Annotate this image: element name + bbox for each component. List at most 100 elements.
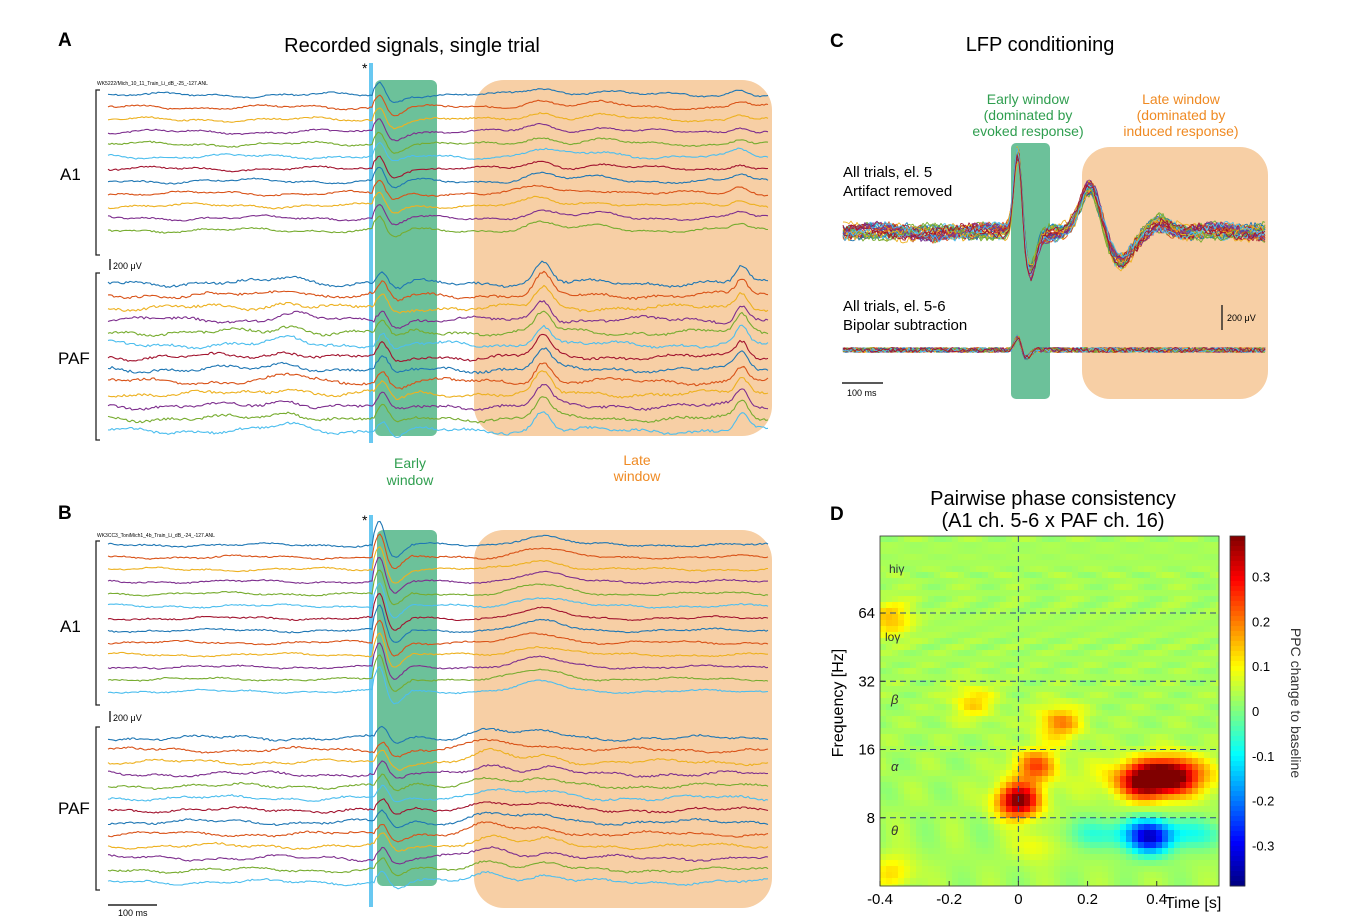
- heatmap-cell: [910, 812, 917, 819]
- heatmap-cell: [970, 758, 977, 765]
- heatmap-cell: [1114, 824, 1121, 831]
- heatmap-cell: [904, 782, 911, 789]
- heatmap-cell: [892, 560, 899, 567]
- heatmap-cell: [1162, 794, 1169, 801]
- heatmap-cell: [1090, 818, 1097, 825]
- heatmap-cell: [964, 740, 971, 747]
- heatmap-cell: [1186, 626, 1193, 633]
- heatmap-cell: [916, 572, 923, 579]
- panel-d-letter: D: [830, 504, 844, 525]
- x-tick-label: 0.2: [1077, 891, 1098, 908]
- heatmap-cell: [1066, 608, 1073, 615]
- heatmap-cell: [1096, 596, 1103, 603]
- heatmap-cell: [916, 842, 923, 849]
- heatmap-cell: [988, 662, 995, 669]
- heatmap-cell: [1054, 548, 1061, 555]
- heatmap-cell: [1036, 626, 1043, 633]
- heatmap-cell: [1150, 608, 1157, 615]
- heatmap-cell: [952, 728, 959, 735]
- heatmap-cell: [1162, 716, 1169, 723]
- signal-trace: [107, 204, 769, 226]
- heatmap-cell: [1060, 824, 1067, 831]
- heatmap-cell: [1108, 608, 1115, 615]
- heatmap-cell: [1132, 548, 1139, 555]
- heatmap-cell: [922, 716, 929, 723]
- heatmap-cell: [1102, 860, 1109, 867]
- heatmap-cell: [1120, 752, 1127, 759]
- heatmap-cell: [886, 812, 893, 819]
- heatmap-cell: [1096, 764, 1103, 771]
- heatmap-cell: [982, 698, 989, 705]
- heatmap-cell: [1102, 656, 1109, 663]
- heatmap-cell: [994, 770, 1001, 777]
- heatmap-cell: [1174, 788, 1181, 795]
- heatmap-cell: [1180, 686, 1187, 693]
- heatmap-cell: [916, 680, 923, 687]
- heatmap-cell: [1138, 836, 1145, 843]
- heatmap-cell: [958, 878, 965, 885]
- colorbar: 0.30.20.10-0.1-0.2-0.3: [1229, 535, 1274, 887]
- heatmap-cell: [952, 782, 959, 789]
- heatmap-cell: [1180, 650, 1187, 657]
- heatmap-cell: [1096, 710, 1103, 717]
- heatmap-cell: [994, 794, 1001, 801]
- heatmap-cell: [1036, 542, 1043, 549]
- heatmap-cell: [1162, 854, 1169, 861]
- heatmap-cell: [1192, 764, 1199, 771]
- heatmap-cell: [1078, 854, 1085, 861]
- heatmap-cell: [1150, 818, 1157, 825]
- heatmap-cell: [1138, 554, 1145, 561]
- heatmap-cell: [1102, 716, 1109, 723]
- heatmap-cell: [898, 680, 905, 687]
- heatmap-cell: [1168, 812, 1175, 819]
- heatmap-cell: [1162, 596, 1169, 603]
- heatmap-cell: [946, 548, 953, 555]
- heatmap-cell: [1108, 638, 1115, 645]
- heatmap-cell: [928, 770, 935, 777]
- heatmap-cell: [976, 812, 983, 819]
- heatmap-cell: [1054, 734, 1061, 741]
- heatmap-cell: [1018, 710, 1025, 717]
- heatmap-cell: [958, 800, 965, 807]
- signal-trace: [107, 520, 769, 558]
- heatmap-cell: [946, 614, 953, 621]
- heatmap-cell: [1108, 572, 1115, 579]
- heatmap-cell: [916, 668, 923, 675]
- heatmap-cell: [1126, 662, 1133, 669]
- heatmap-cell: [910, 656, 917, 663]
- heatmap-cell: [946, 734, 953, 741]
- heatmap-cell: [982, 740, 989, 747]
- heatmap-cell: [1072, 752, 1079, 759]
- heatmap-cell: [1030, 614, 1037, 621]
- heatmap-cell: [1126, 704, 1133, 711]
- panel-c-voltage-scale-label: 200 μV: [1227, 313, 1256, 323]
- heatmap-cell: [1048, 602, 1055, 609]
- heatmap-cell: [1000, 836, 1007, 843]
- heatmap-cell: [1078, 548, 1085, 555]
- heatmap-cell: [1054, 698, 1061, 705]
- heatmap-cell: [970, 872, 977, 879]
- heatmap-cell: [1018, 578, 1025, 585]
- heatmap-cell: [1108, 758, 1115, 765]
- panel-b-filename: WK3CC3_ToniMich1_4b_Train_Li_dB_-24_-127…: [97, 533, 215, 539]
- heatmap-cell: [1126, 746, 1133, 753]
- heatmap-cell: [982, 728, 989, 735]
- heatmap-cell: [1048, 686, 1055, 693]
- heatmap-cell: [1210, 596, 1217, 603]
- heatmap-cell: [1042, 656, 1049, 663]
- y-axis-label: Frequency [Hz]: [830, 649, 847, 757]
- heatmap-cell: [1210, 836, 1217, 843]
- heatmap-cell: [1192, 812, 1199, 819]
- heatmap-cell: [1042, 764, 1049, 771]
- heatmap-cell: [934, 704, 941, 711]
- heatmap-cell: [1018, 818, 1025, 825]
- heatmap-cell: [946, 812, 953, 819]
- heatmap-cell: [946, 818, 953, 825]
- heatmap-cell: [1000, 770, 1007, 777]
- heatmap-cell: [898, 884, 905, 887]
- heatmap-cell: [1102, 644, 1109, 651]
- heatmap-cell: [1030, 704, 1037, 711]
- heatmap-cell: [1120, 650, 1127, 657]
- heatmap-cell: [1114, 644, 1121, 651]
- heatmap-cell: [958, 596, 965, 603]
